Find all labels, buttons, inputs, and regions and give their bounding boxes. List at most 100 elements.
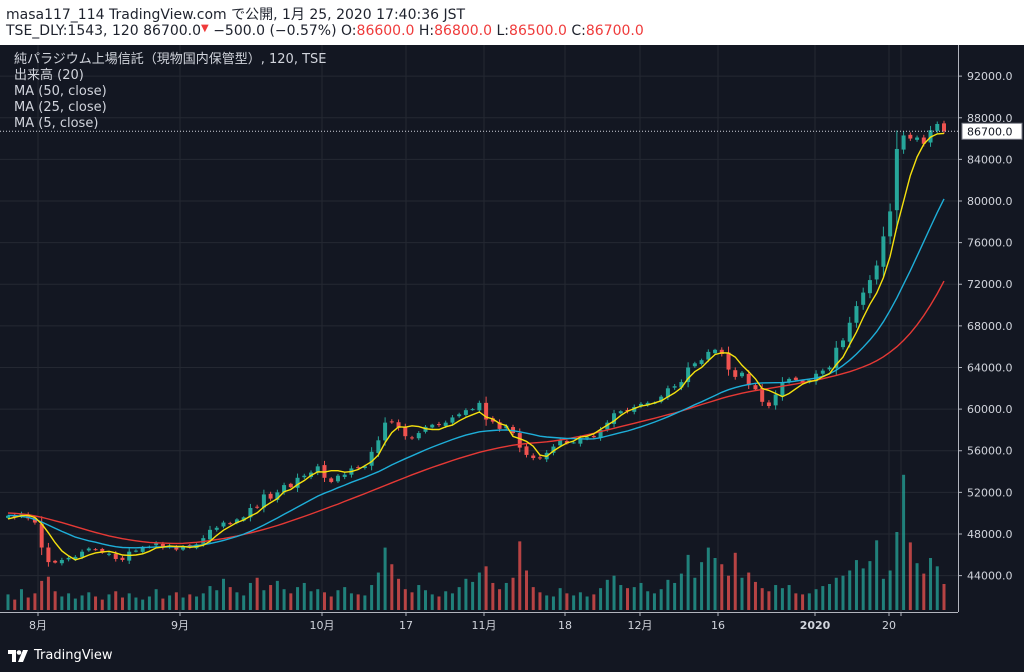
price-tick-label: 60000.0 [967,403,1013,416]
symbol-title[interactable]: 純パラジウム上場信託（現物国内保管型）, 120, TSE [14,52,327,67]
volume-bar [814,589,818,610]
candle-body [457,414,462,417]
candle-body [389,421,394,423]
volume-bar [612,575,616,610]
candle-body [174,546,179,550]
candle-body [127,551,132,561]
candle-body [410,437,415,439]
candle-body [133,550,138,552]
candle-body [692,363,697,367]
volume-bar [828,584,832,610]
down-triangle-icon: ▼ [201,23,209,34]
candle-body [19,513,24,517]
candle-body [214,527,219,530]
candle-body [861,292,866,305]
volume-bars [6,474,946,610]
chart-header: masa117_114 TradingView.com で公開, 1月 25, … [0,0,1024,45]
candle-body [241,517,246,521]
ma25-line [7,198,945,549]
tradingview-logo[interactable]: TradingView [8,648,113,663]
volume-bar [282,589,286,610]
volume-bar [336,590,340,610]
candle-body [564,440,569,444]
volume-bar [935,566,939,610]
volume-bar [188,594,192,610]
candle-body [854,306,859,323]
ma50-label[interactable]: MA (50, close) [14,84,107,99]
volume-bar [679,573,683,610]
time-tick-label: 16 [711,619,725,632]
chart-footer [0,644,1024,672]
time-tick-label: 11月 [472,619,497,632]
volume-bar [33,593,37,610]
volume-bar [767,591,771,610]
candle-body [726,352,731,370]
candle-body [686,367,691,383]
volume-bar [646,591,650,610]
price-axis-area [958,45,1024,644]
candle-body [537,457,542,459]
time-tick-label: 20 [882,619,896,632]
volume-bar [908,542,912,610]
candle-body [591,435,596,438]
volume-bar [120,597,124,610]
volume-bar [423,590,427,610]
candle-body [773,394,778,406]
volume-bar [477,572,481,610]
volume-bar [464,578,468,610]
candle-body [706,351,711,360]
candle-body [901,135,906,150]
candle-body [362,466,367,469]
volume-bar [572,595,576,610]
candle-body [524,446,529,455]
volume-bar [700,562,704,610]
high-value: 86800.0 [434,23,493,39]
username[interactable]: masa117_114 [6,7,105,23]
volume-study-label[interactable]: 出来高 (20) [14,68,84,83]
ma5-label[interactable]: MA (5, close) [14,116,99,131]
candle-body [59,560,64,564]
axes: 44000.0 48000.0 52000.0 56000.0 60000.0 64000… [0,45,1024,644]
candle-body [665,388,670,398]
volume-bar [343,587,347,610]
candle-body [840,340,845,348]
volume-bar [518,541,522,610]
volume-bar [302,582,306,610]
candle-body [342,474,347,477]
volume-bar [40,580,44,610]
candle-body [282,485,287,493]
chart-panel[interactable] [0,45,1024,644]
candle-body [154,543,159,546]
candle-body [935,123,940,131]
volume-bar [262,590,266,610]
candle-body [915,137,920,140]
volume-bar [127,593,131,610]
volume-bar [551,596,555,610]
volume-bar [114,591,118,610]
volume-bar [774,585,778,610]
last-price: 86700.0 [143,23,202,39]
candle-body [208,529,213,540]
ma25-label[interactable]: MA (25, close) [14,100,107,115]
volume-bar [780,588,784,610]
volume-bar [329,596,333,610]
volume-bar [578,592,582,610]
volume-bar [26,597,30,610]
candle-body [6,515,10,518]
volume-bar [599,588,603,610]
candle-body [477,402,482,411]
candle-body [659,396,664,402]
candle-body [181,546,186,550]
volume-bar [821,586,825,610]
volume-bar [147,596,151,610]
candle-body [881,236,886,267]
volume-bar [801,594,805,610]
candle-body [497,422,502,429]
candle-body [140,547,145,552]
volume-bar [504,582,508,610]
volume-bar [619,585,623,610]
price-tick-label: 52000.0 [967,486,1013,499]
volume-bar [626,588,630,610]
candle-body [787,378,792,383]
